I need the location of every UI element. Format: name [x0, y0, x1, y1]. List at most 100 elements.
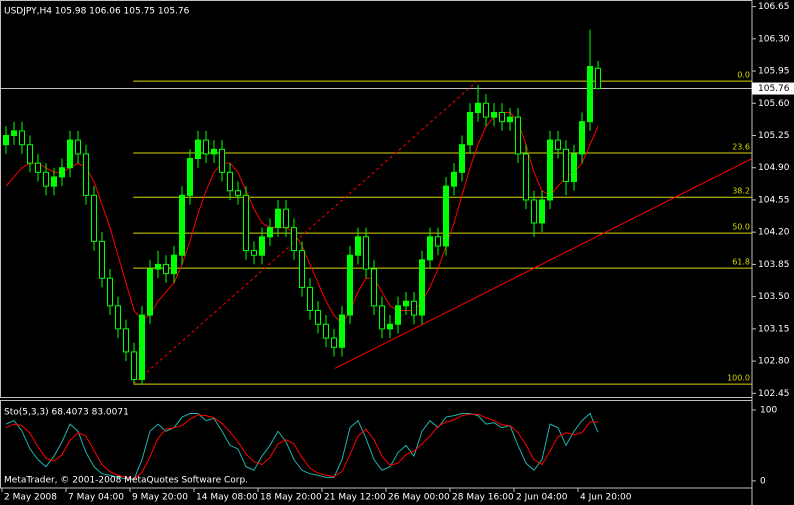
x-tick-label: 14 May 08:00: [196, 493, 258, 503]
candle-body: [451, 171, 457, 187]
y-tick-label: 103.85: [758, 260, 790, 270]
candle-body: [523, 153, 529, 201]
x-tick-label: 2 May 2008: [4, 493, 57, 503]
y-tick-label: 100: [760, 405, 777, 415]
candle-body: [555, 139, 561, 150]
fib-label: 38.2: [732, 187, 750, 196]
candle-body: [443, 185, 449, 247]
candle-body: [19, 130, 25, 146]
candle-body: [91, 194, 97, 242]
candle-body: [379, 305, 385, 330]
candle-body: [83, 153, 89, 196]
trendline: [334, 158, 752, 369]
candle-body: [547, 139, 553, 201]
y-tick-label: 106.30: [758, 34, 790, 44]
candle-body: [51, 176, 57, 187]
fib-label: 50.0: [732, 223, 750, 232]
main-plot: 0.0 23.6 38.2 50.0 61.8 100.0: [0, 29, 752, 385]
y-tick-label: 103.50: [758, 292, 790, 302]
candle-body: [195, 139, 201, 160]
stoch-title: Sto(5,3,3) 68.4073 83.0071: [4, 408, 129, 418]
y-tick-label: 104.20: [758, 228, 790, 238]
candle-body: [579, 121, 585, 155]
y-tick-label: 103.15: [758, 324, 790, 334]
x-tick-label: 2 Jun 04:00: [516, 493, 568, 503]
candle-body: [395, 305, 401, 325]
fib-label: 61.8: [732, 258, 750, 267]
y-tick-label: 0: [760, 476, 766, 486]
candle-body: [11, 130, 17, 137]
stoch-line: [5, 412, 599, 481]
stoch-plot: [5, 412, 599, 481]
trendline: [132, 80, 478, 385]
candle-body: [203, 139, 209, 155]
candle-body: [403, 300, 409, 307]
candle-body: [59, 167, 65, 178]
fib-label: 100.0: [727, 374, 750, 383]
current-price-label: 105.76: [758, 84, 790, 94]
copyright: MetaTrader, © 2001-2008 MetaQuotes Softw…: [4, 476, 248, 486]
candle-body: [147, 268, 153, 316]
candle-body: [187, 158, 193, 196]
candle-body: [459, 144, 465, 173]
y-tick-label: 104.90: [758, 163, 790, 173]
candle-body: [211, 148, 217, 155]
candle-body: [131, 351, 137, 381]
y-tick-label: 102.45: [758, 389, 790, 399]
candle-body: [259, 236, 265, 256]
x-tick-label: 21 May 12:00: [324, 493, 386, 503]
candle-body: [491, 111, 497, 118]
candle-body: [515, 116, 521, 155]
y-tick-label: 104.55: [758, 195, 790, 205]
candle-body: [587, 65, 593, 123]
candle-body: [219, 148, 225, 173]
candle-body: [27, 144, 33, 164]
candle-body: [243, 194, 249, 252]
candle-body: [291, 227, 297, 252]
x-tick-label: 18 May 20:00: [260, 493, 322, 503]
candle-body: [499, 111, 505, 123]
x-tick-label: 9 May 20:00: [132, 493, 188, 503]
candle-body: [115, 305, 121, 330]
candle-body: [35, 162, 41, 173]
candle-body: [563, 148, 569, 183]
candle-body: [323, 323, 329, 339]
candle-body: [427, 236, 433, 261]
y-tick-label: 106.65: [758, 2, 790, 12]
candle-body: [75, 139, 81, 155]
candle-body: [387, 323, 393, 330]
candle-body: [339, 314, 345, 348]
candle-body: [411, 300, 417, 316]
candle-body: [67, 139, 73, 169]
candle-body: [179, 194, 185, 256]
candle-body: [171, 254, 177, 275]
y-tick-label: 102.80: [758, 357, 790, 367]
x-tick-label: 26 May 00:00: [388, 493, 450, 503]
candle-body: [355, 236, 361, 256]
candle-body: [483, 102, 489, 118]
candle-body: [363, 236, 369, 270]
candle-body: [347, 254, 353, 316]
candle-body: [155, 263, 161, 270]
candle-body: [539, 199, 545, 224]
candle-body: [307, 286, 313, 311]
candle-body: [467, 111, 473, 146]
candle-body: [283, 208, 289, 229]
candle-body: [107, 277, 113, 307]
candle-body: [235, 190, 241, 196]
stoch-line: [5, 413, 599, 480]
candle-body: [331, 337, 337, 348]
candle-body: [507, 116, 513, 123]
candle-body: [99, 240, 105, 279]
candle-body: [3, 135, 9, 146]
candle-body: [275, 208, 281, 229]
candle-body: [315, 309, 321, 325]
candle-body: [227, 171, 233, 192]
x-tick-label: 4 Jun 20:00: [580, 493, 632, 503]
chart-title: USDJPY,H4 105.98 106.06 105.75 105.76: [4, 7, 190, 17]
current-price-box: [752, 82, 794, 95]
candle-body: [371, 268, 377, 307]
y-tick-label: 105.60: [758, 99, 790, 109]
